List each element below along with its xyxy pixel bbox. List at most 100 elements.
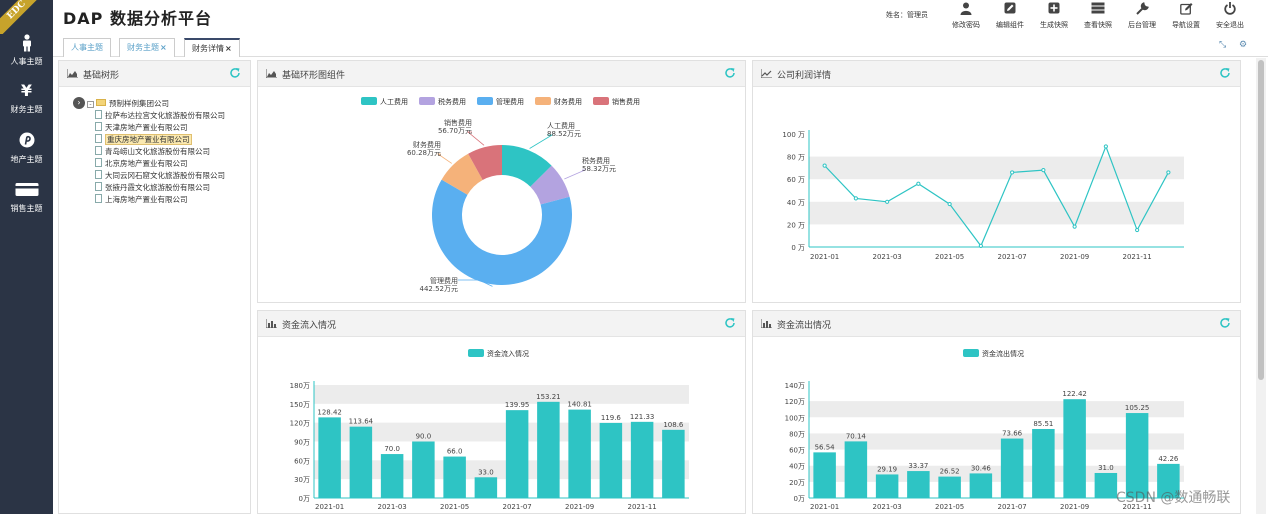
collapse-arrow-icon[interactable]: ›	[73, 97, 85, 109]
card-icon	[0, 181, 53, 199]
top-bar: DAP 数据分析平台 姓名：管理员 修改密码 编辑组件 生成快照 查看快照 后台…	[53, 0, 1268, 36]
bar	[1094, 472, 1118, 498]
bar	[349, 426, 373, 498]
donut-slice	[441, 153, 483, 195]
sidebar-item-finance[interactable]: ¥ 财务主题	[0, 82, 53, 115]
slice-value-label: 58.32万元	[582, 165, 616, 173]
y-tick-label: 150万	[290, 401, 310, 409]
slice-name-label: 销售费用	[444, 118, 472, 127]
edit-square-icon	[1164, 2, 1208, 16]
tool-label: 修改密码	[952, 21, 980, 29]
bar-value-label: 113.64	[349, 418, 374, 426]
tree-node-label: 张掖丹霞文化旅游股份有限公司	[105, 183, 210, 192]
bar	[537, 401, 560, 498]
wrench-icon	[1120, 2, 1164, 16]
bar-value-label: 26.52	[940, 468, 960, 476]
y-tick-label: 180万	[290, 382, 310, 390]
legend-swatch	[535, 97, 551, 105]
bar-value-label: 30.46	[971, 464, 992, 472]
scrollbar-thumb[interactable]	[1258, 60, 1264, 380]
y-tick-label: 30万	[294, 476, 310, 484]
bar	[474, 477, 498, 498]
document-icon	[95, 146, 102, 155]
bar	[443, 456, 466, 498]
yen-icon: ¥	[20, 81, 33, 100]
tree-node[interactable]: 青岛崂山文化旅游股份有限公司	[95, 146, 210, 158]
document-icon	[95, 158, 102, 167]
slice-value-label: 88.52万元	[547, 130, 581, 138]
data-point	[1072, 224, 1077, 229]
refresh-icon[interactable]	[1219, 317, 1231, 329]
tab-finance-detail[interactable]: 财务详情×	[184, 38, 240, 57]
tab-close-icon[interactable]: ×	[160, 43, 167, 52]
slice-name-label: 财务费用	[413, 140, 441, 149]
refresh-icon[interactable]	[1219, 67, 1231, 79]
sidebar: EDC 人事主题 ¥ 财务主题 地产主题 销售主题	[0, 0, 53, 514]
x-tick-label: 2021-09	[1060, 503, 1089, 511]
bar	[969, 473, 993, 498]
tab-finance[interactable]: 财务主题×	[119, 38, 175, 57]
bar-value-label: 29.19	[877, 465, 897, 473]
bar	[318, 417, 341, 498]
admin-button[interactable]: 后台管理	[1120, 2, 1164, 30]
panel-header: 基础环形图组件	[258, 61, 745, 87]
bar-value-label: 42.26	[1158, 455, 1179, 463]
nav-settings-button[interactable]: 导航设置	[1164, 2, 1208, 30]
refresh-icon[interactable]	[724, 67, 736, 79]
legend-swatch	[361, 97, 377, 105]
tree-node[interactable]: 重庆房地产置业有限公司	[95, 134, 192, 146]
tab-hr[interactable]: 人事主题	[63, 38, 111, 57]
view-snapshot-button[interactable]: 查看快照	[1076, 2, 1120, 30]
refresh-icon[interactable]	[724, 317, 736, 329]
tree-node[interactable]: 张掖丹霞文化旅游股份有限公司	[95, 182, 210, 194]
panel-title: 资金流入情况	[282, 321, 337, 331]
data-point	[822, 163, 827, 168]
donut-slice	[432, 179, 572, 285]
tree-node[interactable]: 北京房地产置业有限公司	[95, 158, 188, 170]
label-line	[529, 134, 554, 149]
tree-node[interactable]: 上海房地产置业有限公司	[95, 194, 188, 206]
minus-icon[interactable]: -	[87, 101, 94, 108]
tree-node[interactable]: 大同云冈石窟文化旅游股份有限公司	[95, 170, 225, 182]
tree-node-label: 重庆房地产置业有限公司	[105, 134, 192, 145]
slice-name-label: 管理费用	[430, 276, 458, 285]
settings-icon[interactable]: ⚙	[1239, 40, 1248, 50]
panel-title: 公司利润详情	[777, 71, 832, 81]
create-snapshot-button[interactable]: 生成快照	[1032, 2, 1076, 30]
bar	[813, 452, 836, 498]
data-point	[885, 199, 890, 204]
bar-value-label: 119.6	[601, 414, 622, 422]
bar-value-label: 70.0	[384, 445, 400, 453]
bar-value-label: 140.81	[567, 401, 592, 409]
y-tick-label: 140万	[785, 382, 805, 390]
pinterest-icon	[0, 132, 53, 150]
page-scrollbar[interactable]	[1256, 58, 1266, 514]
sidebar-item-realestate[interactable]: 地产主题	[0, 132, 53, 165]
inflow-bar-chart: 资金流入情况 0万 30万 60万 90万 120万 150万 180万 128.42 2021-…	[290, 349, 689, 511]
sidebar-item-hr[interactable]: 人事主题	[0, 34, 53, 67]
bar-chart-icon	[266, 319, 277, 328]
change-password-button[interactable]: 修改密码	[944, 2, 988, 30]
bar-value-label: 70.14	[846, 432, 867, 440]
bar-value-label: 73.66	[1002, 430, 1023, 438]
x-tick-label: 2021-09	[565, 503, 594, 511]
x-tick-label: 2021-07	[503, 503, 532, 511]
tree-node-label: 青岛崂山文化旅游股份有限公司	[105, 147, 210, 156]
tree-node[interactable]: 天津房地产置业有限公司	[95, 122, 188, 134]
tree-node[interactable]: 拉萨布达拉宫文化旅游股份有限公司	[95, 110, 225, 122]
tool-label: 安全退出	[1216, 21, 1244, 29]
expand-icon[interactable]: ⤡	[1219, 40, 1227, 50]
data-point	[1103, 144, 1108, 149]
tree-node-label: 大同云冈石窟文化旅游股份有限公司	[105, 171, 225, 180]
legend-label: 人工费用	[380, 97, 408, 106]
y-tick-label: 120万	[290, 420, 310, 428]
refresh-icon[interactable]	[229, 67, 241, 79]
donut-chart: 人工费用 税务费用 管理费用 财务费用 销售费用人工费用88.52万元税务费用58.32…	[361, 97, 640, 293]
sidebar-item-sales[interactable]: 销售主题	[0, 181, 53, 214]
tab-close-icon[interactable]: ×	[225, 44, 232, 53]
edit-component-button[interactable]: 编辑组件	[988, 2, 1032, 30]
tree-root[interactable]: - 预制样例集团公司	[87, 98, 169, 110]
logout-button[interactable]: 安全退出	[1208, 2, 1252, 30]
legend-label: 税务费用	[438, 97, 466, 106]
